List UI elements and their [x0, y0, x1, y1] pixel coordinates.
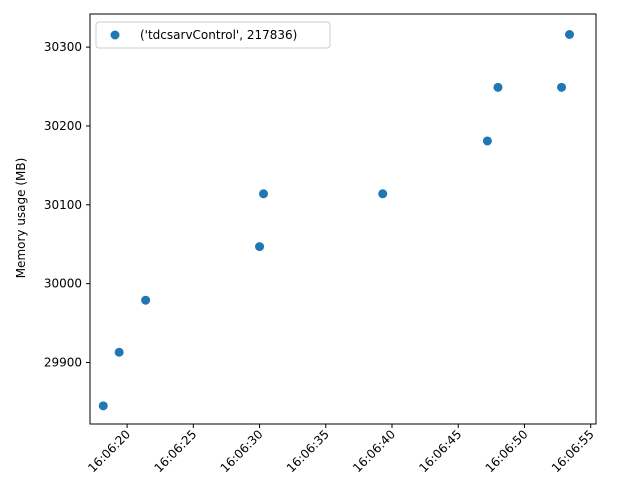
data-point	[141, 295, 151, 305]
x-tick-label: 16:06:35	[284, 427, 332, 475]
y-tick-label: 30200	[44, 119, 82, 133]
data-point	[482, 136, 492, 146]
marks-layer	[98, 30, 575, 411]
x-tick-label: 16:06:55	[549, 427, 597, 475]
x-tick-label: 16:06:20	[85, 427, 133, 475]
x-tick-label: 16:06:25	[151, 427, 199, 475]
y-tick-label: 29900	[44, 356, 82, 370]
y-tick-label: 30100	[44, 198, 82, 212]
y-tick-label: 30300	[44, 40, 82, 54]
x-tick-label: 16:06:45	[416, 427, 464, 475]
data-point	[565, 30, 575, 39]
data-point	[259, 189, 269, 199]
data-point	[378, 189, 388, 199]
x-tick-label: 16:06:50	[483, 427, 531, 475]
axes-frame	[89, 13, 597, 425]
data-point	[493, 82, 503, 92]
data-point	[98, 401, 108, 411]
data-point	[255, 242, 265, 252]
legend-label: ('tdcsarvControl', 217836)	[140, 28, 297, 42]
data-point	[114, 347, 124, 357]
x-tick-label: 16:06:30	[218, 427, 266, 475]
legend-marker	[110, 30, 120, 40]
legend: ('tdcsarvControl', 217836)	[95, 21, 331, 49]
y-axis-ticks: 29900 30000 30100 30200 30300	[44, 40, 90, 370]
x-axis-ticks: 16:06:20 16:06:25 16:06:30 16:06:35 16:06:40…	[85, 424, 597, 475]
y-tick-label: 30000	[44, 277, 82, 291]
y-axis-label: Memory usage (MB)	[14, 158, 28, 279]
legend-box	[95, 21, 331, 49]
data-point	[557, 82, 567, 92]
x-tick-label: 16:06:40	[350, 427, 398, 475]
plot-border	[89, 13, 597, 425]
